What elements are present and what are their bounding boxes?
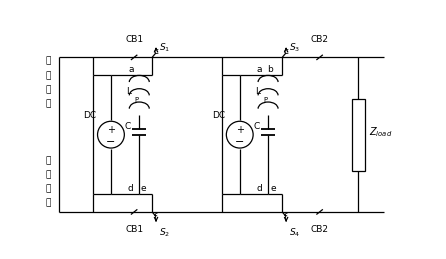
Text: 线: 线: [45, 99, 50, 108]
Text: 正: 正: [45, 57, 50, 66]
Text: c: c: [153, 47, 158, 56]
Text: P: P: [134, 97, 138, 103]
Text: +: +: [236, 125, 244, 134]
Text: 极: 极: [45, 71, 50, 80]
Text: e: e: [140, 184, 146, 193]
Text: L: L: [126, 87, 131, 96]
Text: −: −: [106, 137, 116, 147]
Text: CB1: CB1: [125, 35, 143, 45]
Text: L: L: [255, 87, 260, 96]
Text: $S_4$: $S_4$: [289, 226, 300, 239]
Text: d: d: [256, 184, 262, 193]
Text: a: a: [128, 65, 134, 74]
Text: CB1: CB1: [125, 225, 143, 234]
Text: d: d: [128, 184, 134, 193]
Text: e: e: [270, 184, 276, 193]
Text: $S_1$: $S_1$: [159, 41, 170, 54]
Text: DC: DC: [83, 111, 96, 120]
Text: b: b: [267, 65, 273, 74]
Text: f: f: [284, 213, 287, 222]
Text: CB2: CB2: [310, 35, 329, 45]
Text: c: c: [284, 47, 289, 56]
Text: $S_3$: $S_3$: [289, 41, 300, 54]
Text: $S_2$: $S_2$: [159, 226, 170, 239]
Text: P: P: [263, 97, 267, 103]
Text: −: −: [235, 137, 244, 147]
Text: $Z_{load}$: $Z_{load}$: [369, 125, 392, 139]
Text: 母: 母: [45, 85, 50, 94]
Text: CB2: CB2: [310, 225, 329, 234]
Text: f: f: [153, 213, 157, 222]
Text: 极: 极: [45, 170, 50, 179]
Text: C: C: [125, 122, 131, 131]
Text: a: a: [257, 65, 262, 74]
Bar: [352, 99, 365, 171]
Text: DC: DC: [212, 111, 225, 120]
Text: 线: 线: [45, 198, 50, 207]
Text: 负: 负: [45, 156, 50, 165]
Text: C: C: [254, 122, 260, 131]
Text: 母: 母: [45, 184, 50, 193]
Text: +: +: [107, 125, 115, 134]
